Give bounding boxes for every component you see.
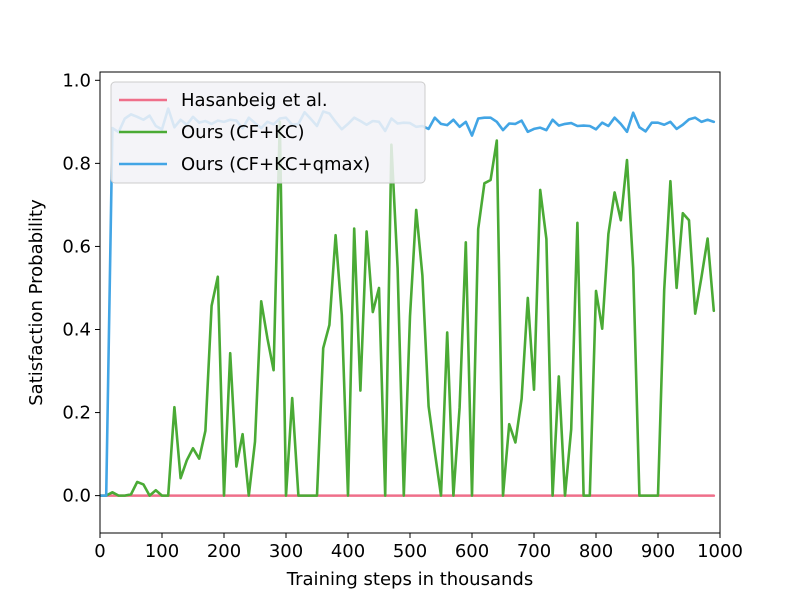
x-tick-label: 200 [207, 541, 241, 562]
x-tick-label: 500 [393, 541, 427, 562]
y-tick-label: 0.6 [62, 236, 91, 257]
legend-label-2: Ours (CF+KC+qmax) [181, 154, 370, 175]
legend: Hasanbeig et al. Ours (CF+KC) Ours (CF+KC+… [110, 81, 426, 184]
x-tick-label: 800 [579, 541, 613, 562]
series-line-1 [100, 120, 716, 497]
legend-label-0: Hasanbeig et al. [181, 90, 328, 111]
y-tick-label: 1.0 [62, 70, 91, 91]
axes-layer: 0 100 200 300 400 500 600 700 800 900 1000 0.0 0.2 0.… [62, 70, 743, 562]
y-tick-label: 0.2 [62, 403, 91, 424]
legend-box [110, 81, 426, 184]
x-tick-label: 900 [641, 541, 675, 562]
x-axis-label: Training steps in thousands [286, 569, 533, 590]
x-tick-label: 100 [145, 541, 179, 562]
y-axis-label: Satisfaction Probability [26, 199, 47, 406]
legend-label-1: Ours (CF+KC) [181, 122, 305, 143]
x-tick-label: 1000 [697, 541, 743, 562]
x-tick-label: 600 [455, 541, 489, 562]
x-tick-label: 300 [269, 541, 303, 562]
y-tick-label: 0.4 [62, 319, 91, 340]
x-tick-label: 700 [517, 541, 551, 562]
x-tick-label: 400 [331, 541, 365, 562]
x-tick-label: 0 [94, 541, 105, 562]
y-tick-label: 0.8 [62, 153, 91, 174]
y-tick-label: 0.0 [62, 486, 91, 507]
